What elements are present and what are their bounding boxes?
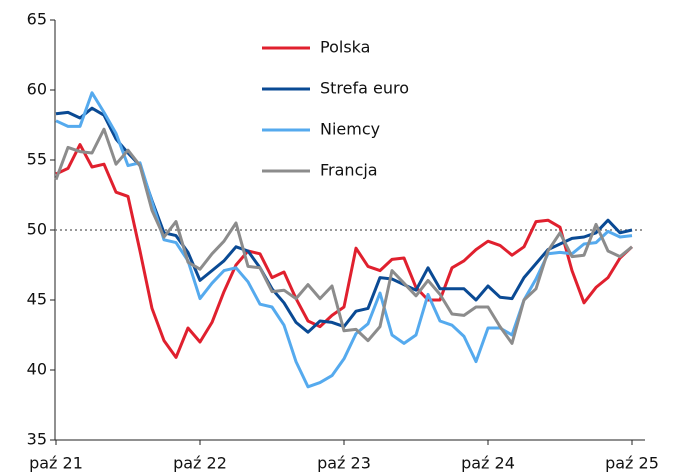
y-tick-label: 60 xyxy=(27,80,47,99)
x-tick-label: paź 23 xyxy=(317,454,371,473)
y-tick-label: 50 xyxy=(27,220,47,239)
x-tick-label: paź 21 xyxy=(29,454,83,473)
legend-label: Niemcy xyxy=(320,120,380,139)
x-tick-label: paź 22 xyxy=(173,454,227,473)
y-tick-label: 65 xyxy=(27,10,47,29)
y-tick-label: 40 xyxy=(27,360,47,379)
legend-label: Strefa euro xyxy=(320,79,409,98)
x-tick-label: paź 24 xyxy=(461,454,515,473)
series-line xyxy=(55,91,633,389)
y-tick-label: 45 xyxy=(27,290,47,309)
x-tick-label: paź 25 xyxy=(605,454,659,473)
y-tick-label: 35 xyxy=(27,430,47,449)
legend-label: Francja xyxy=(320,161,378,180)
series-line xyxy=(54,127,633,345)
y-tick-label: 55 xyxy=(27,150,47,169)
legend-label: Polska xyxy=(320,38,370,57)
series-line xyxy=(55,143,634,359)
